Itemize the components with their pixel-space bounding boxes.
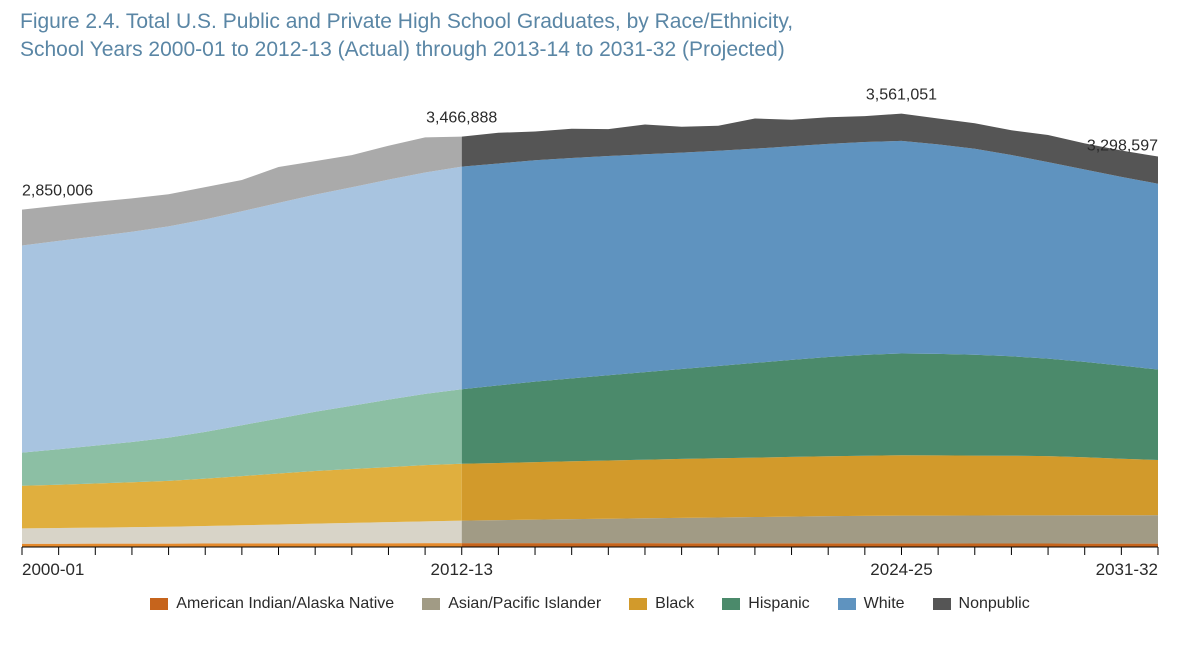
legend-label: Nonpublic — [959, 595, 1030, 613]
legend-label: American Indian/Alaska Native — [176, 595, 394, 613]
callout-label: 3,466,888 — [426, 109, 497, 126]
x-axis-label: 2024-25 — [870, 560, 932, 579]
area-black-projected — [462, 455, 1158, 520]
legend-item-asian_pacific: Asian/Pacific Islander — [422, 595, 601, 613]
callout-label: 3,298,597 — [1087, 137, 1158, 154]
x-axis-label: 2031-32 — [1096, 560, 1158, 579]
chart-legend: American Indian/Alaska Native Asian/Pacif… — [16, 595, 1164, 613]
legend-label: Hispanic — [748, 595, 809, 613]
legend-item-white: White — [838, 595, 905, 613]
legend-label: Black — [655, 595, 694, 613]
legend-swatch — [722, 598, 740, 610]
area-white-projected — [462, 141, 1158, 389]
legend-item-american_indian: American Indian/Alaska Native — [150, 595, 394, 613]
area-american_indian-projected — [462, 543, 1158, 547]
x-axis-label: 2000-01 — [22, 560, 84, 579]
legend-swatch — [933, 598, 951, 610]
chart-container: 2000-01 2012-13 2024-25 2031-32 2,850,006 3,4… — [16, 73, 1164, 593]
legend-swatch — [838, 598, 856, 610]
legend-item-black: Black — [629, 595, 694, 613]
legend-item-nonpublic: Nonpublic — [933, 595, 1030, 613]
x-axis-label: 2012-13 — [431, 560, 493, 579]
legend-label: White — [864, 595, 905, 613]
area-asian_pacific-projected — [462, 515, 1158, 543]
chart-title: Figure 2.4. Total U.S. Public and Privat… — [20, 8, 1164, 65]
legend-swatch — [422, 598, 440, 610]
callout-label: 3,561,051 — [866, 86, 937, 103]
legend-label: Asian/Pacific Islander — [448, 595, 601, 613]
stacked-area-chart: 2000-01 2012-13 2024-25 2031-32 2,850,006 3,4… — [16, 73, 1164, 593]
legend-swatch — [629, 598, 647, 610]
legend-swatch — [150, 598, 168, 610]
callout-label: 2,850,006 — [22, 182, 93, 199]
legend-item-hispanic: Hispanic — [722, 595, 809, 613]
